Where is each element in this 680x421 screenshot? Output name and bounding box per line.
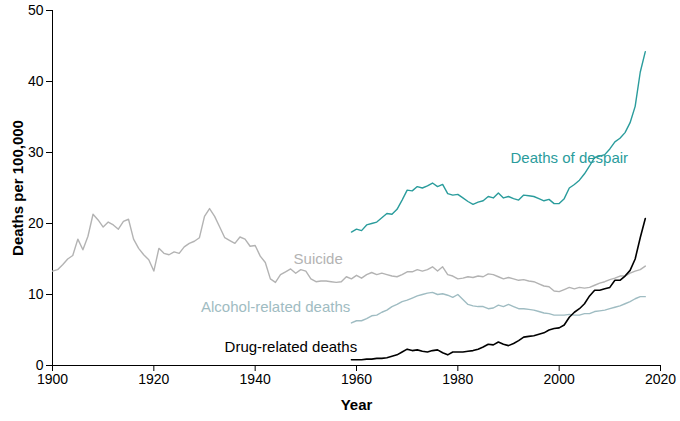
svg-text:30: 30 (28, 144, 44, 160)
svg-text:Drug-related deaths: Drug-related deaths (225, 338, 358, 355)
svg-text:Suicide: Suicide (294, 250, 343, 267)
svg-text:Deaths of despair: Deaths of despair (511, 149, 629, 166)
svg-text:Deaths per 100,000: Deaths per 100,000 (9, 120, 26, 256)
svg-text:2000: 2000 (544, 371, 575, 387)
svg-text:1980: 1980 (442, 371, 473, 387)
svg-text:1960: 1960 (341, 371, 372, 387)
svg-text:Alcohol-related deaths: Alcohol-related deaths (201, 298, 350, 315)
svg-text:50: 50 (28, 2, 44, 18)
svg-text:2020: 2020 (645, 371, 676, 387)
svg-text:10: 10 (28, 286, 44, 302)
svg-text:40: 40 (28, 73, 44, 89)
svg-text:1940: 1940 (240, 371, 271, 387)
svg-text:1900: 1900 (37, 371, 68, 387)
svg-text:Year: Year (341, 396, 373, 413)
svg-text:0: 0 (35, 357, 44, 373)
svg-text:20: 20 (28, 215, 44, 231)
svg-text:1920: 1920 (138, 371, 169, 387)
